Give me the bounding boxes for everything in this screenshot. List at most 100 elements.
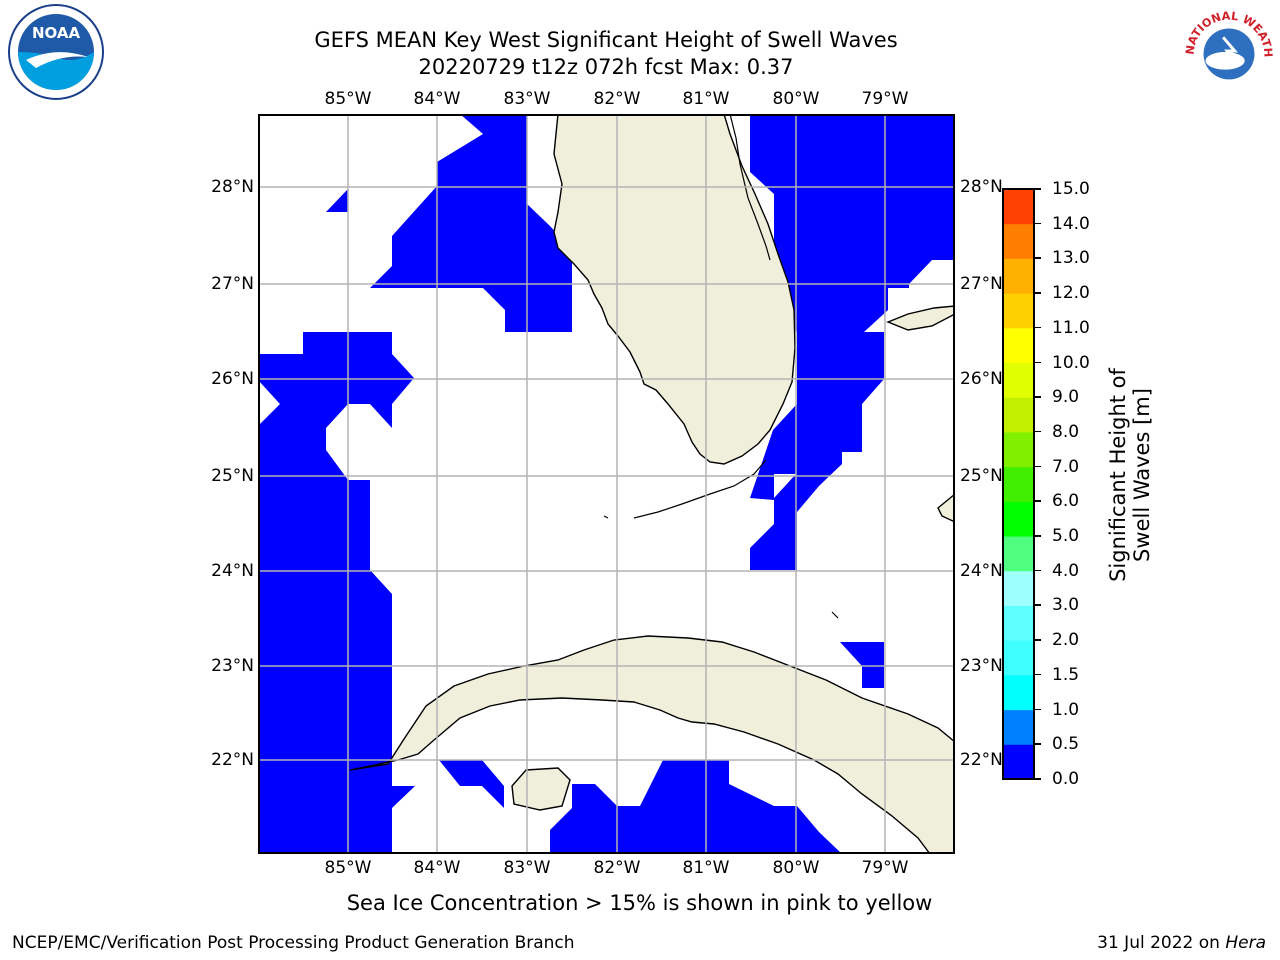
longitude-label: 81°W: [682, 858, 730, 878]
colorbar-tick-label: 9.0: [1052, 387, 1080, 408]
colorbar-frame: [1002, 188, 1035, 780]
swell-area-north: [370, 114, 572, 332]
latitude-label: 23°N: [211, 656, 254, 676]
latitude-label: 26°N: [211, 369, 254, 389]
sea-ice-note: Sea Ice Concentration > 15% is shown in …: [346, 891, 933, 915]
longitude-label: 85°W: [324, 858, 372, 878]
colorbar-tick-mark: [1034, 639, 1041, 641]
colorbar-band: [1003, 709, 1034, 745]
colorbar-tick-label: 8.0: [1052, 421, 1080, 442]
swell-area-gulf-west: [258, 332, 415, 854]
chart-title: GEFS MEAN Key West Significant Height of…: [314, 28, 898, 52]
colorbar-tick-label: 2.0: [1052, 630, 1080, 651]
colorbar-tick-label: 3.0: [1052, 595, 1080, 616]
colorbar-band: [1003, 501, 1034, 537]
latitude-label: 23°N: [960, 656, 1003, 676]
latitude-label: 24°N: [960, 561, 1003, 581]
colorbar-tick-mark: [1034, 292, 1041, 294]
colorbar-tick-mark: [1034, 743, 1041, 745]
land-bahamas-andros: [886, 305, 955, 331]
colorbar-tick-mark: [1034, 569, 1041, 572]
coast-florida-keys: [633, 459, 767, 519]
colorbar-band: [1003, 362, 1034, 398]
colorbar-tick-label: 11.0: [1052, 317, 1090, 338]
latitude-label: 25°N: [211, 466, 254, 486]
colorbar-band: [1003, 189, 1034, 225]
colorbar-band: [1003, 258, 1034, 294]
latitude-label: 27°N: [211, 274, 254, 294]
colorbar-tick-label: 1.0: [1052, 699, 1080, 720]
colorbar-tick-mark: [1034, 188, 1041, 190]
land-cuba: [349, 635, 955, 854]
swell-areas: [258, 114, 955, 854]
footer-host: Hera: [1225, 933, 1266, 953]
footer-date: 31 Jul 2022 on Hera: [1097, 933, 1266, 953]
longitude-label: 85°W: [324, 89, 372, 109]
colorbar-tick-mark: [1034, 673, 1041, 676]
noaa-logo-text: NOAA: [32, 24, 81, 42]
colorbar-band: [1003, 640, 1034, 676]
longitude-label: 83°W: [503, 89, 551, 109]
colorbar-tick-mark: [1034, 500, 1041, 502]
latitude-label: 26°N: [960, 369, 1003, 389]
colorbar-tick-mark: [1034, 222, 1041, 225]
colorbar-band: [1003, 605, 1034, 641]
latitude-label: 25°N: [960, 466, 1003, 486]
colorbar-tick-label: 5.0: [1052, 526, 1080, 547]
colorbar-band: [1003, 744, 1034, 780]
latitude-label: 22°N: [960, 750, 1003, 770]
footer-date-text: 31 Jul 2022 on: [1097, 933, 1220, 953]
map-gridlines: [258, 114, 955, 854]
colorbar-band: [1003, 536, 1034, 572]
coast-dry-tortugas: [831, 611, 839, 619]
latitude-label: 22°N: [211, 750, 254, 770]
colorbar-tick-label: 1.5: [1052, 664, 1080, 685]
colorbar-band: [1003, 570, 1034, 606]
colorbar-tick-label: 4.0: [1052, 560, 1080, 581]
colorbar-tick-mark: [1034, 326, 1041, 329]
land-florida: [553, 114, 796, 465]
land-bahamas-east: [937, 493, 955, 523]
longitude-label: 79°W: [861, 89, 909, 109]
latitude-label: 24°N: [211, 561, 254, 581]
noaa-logo: NOAA: [8, 4, 104, 100]
colorbar-tick-label: 7.0: [1052, 456, 1080, 477]
colorbar-label: Significant Height of Swell Waves [m]: [1106, 368, 1154, 582]
colorbar-tick-label: 15.0: [1052, 179, 1090, 199]
coastline-details: [603, 114, 839, 619]
colorbar-tick-mark: [1034, 778, 1041, 780]
colorbar-band: [1003, 327, 1034, 364]
colorbar-tick-mark: [1034, 361, 1041, 364]
map-panel: [258, 114, 955, 854]
colorbar-tick-mark: [1034, 708, 1041, 711]
colorbar-tick-mark: [1034, 430, 1041, 433]
swell-area-south-a: [439, 760, 504, 808]
swell-area-south-b: [550, 760, 842, 854]
nws-logo: NATIONAL WEATHER SERVICE: [1180, 2, 1277, 99]
coast-lake-okeechobee: [729, 114, 771, 261]
longitude-label: 79°W: [861, 858, 909, 878]
longitude-label: 82°W: [593, 89, 641, 109]
colorbar-band: [1003, 674, 1034, 711]
colorbar-band: [1003, 223, 1034, 259]
colorbar-tick-mark: [1034, 604, 1041, 606]
coast-key-west: [603, 515, 609, 519]
swell-area-east-small: [840, 642, 884, 688]
colorbar-tick-label: 6.0: [1052, 491, 1080, 512]
swell-area-east: [750, 114, 955, 570]
colorbar: [1002, 188, 1035, 780]
colorbar-tick-label: 0.5: [1052, 734, 1080, 755]
colorbar-tick-label: 0.0: [1052, 769, 1080, 789]
colorbar-band: [1003, 466, 1034, 502]
colorbar-tick-label: 12.0: [1052, 283, 1090, 304]
latitude-label: 28°N: [960, 177, 1003, 197]
colorbar-tick-label: 10.0: [1052, 352, 1090, 373]
longitude-label: 82°W: [593, 858, 641, 878]
chart-subtitle: 20220729 t12z 072h fcst Max: 0.37: [418, 55, 794, 79]
colorbar-tick-mark: [1034, 465, 1041, 468]
land-areas: [349, 114, 955, 854]
colorbar-tick-label: 14.0: [1052, 213, 1090, 234]
colorbar-band: [1003, 431, 1034, 468]
colorbar-tick-mark: [1034, 257, 1041, 259]
colorbar-tick-label: 13.0: [1052, 248, 1090, 269]
